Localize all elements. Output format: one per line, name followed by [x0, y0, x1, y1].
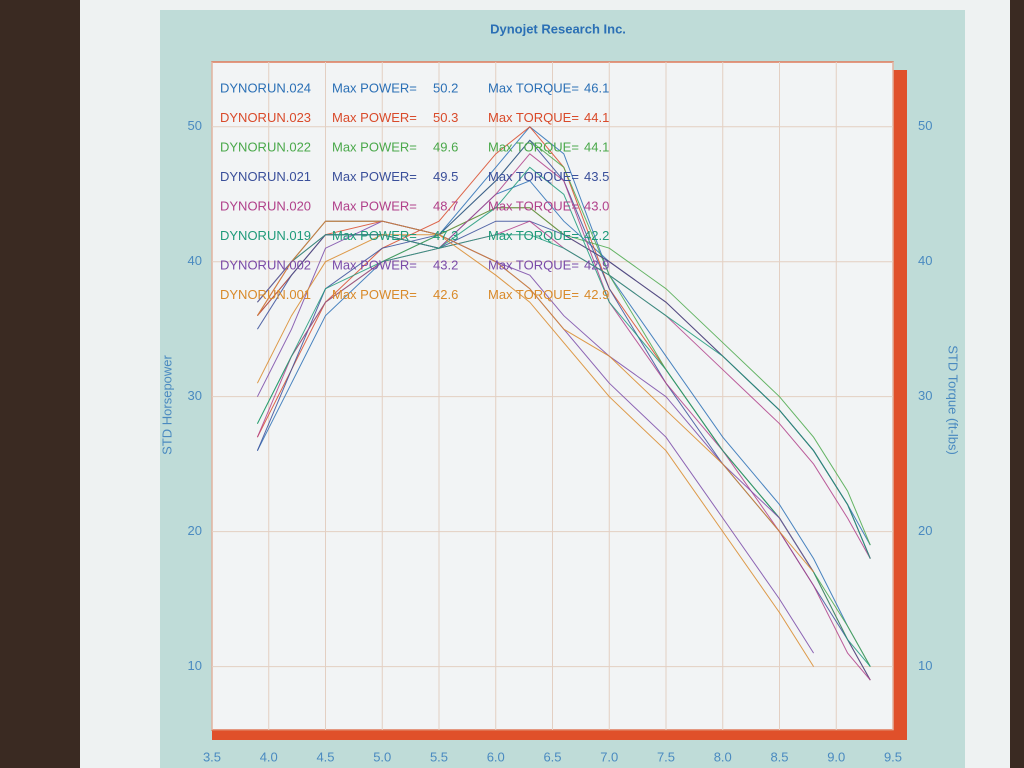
- legend-power-label: Max POWER=: [332, 198, 417, 213]
- legend-power-label: Max POWER=: [332, 80, 417, 95]
- y2-tick-label: 40: [918, 253, 932, 268]
- y2-tick-label: 10: [918, 658, 932, 673]
- power-line: [256, 126, 871, 667]
- legend-run-name: DYNORUN.002: [220, 257, 311, 272]
- legend-max-torque: 42.9: [584, 257, 609, 272]
- x-tick-label: 6.0: [487, 749, 505, 764]
- legend-max-torque: 46.1: [584, 80, 609, 95]
- y-tick-label: 10: [188, 658, 202, 673]
- legend-power-label: Max POWER=: [332, 139, 417, 154]
- legend-torque-label: Max TORQUE=: [488, 110, 579, 125]
- legend-power-label: Max POWER=: [332, 110, 417, 125]
- x-tick-label: 9.0: [827, 749, 845, 764]
- legend-torque-label: Max TORQUE=: [488, 80, 579, 95]
- power-line: [256, 234, 815, 667]
- y-tick-label: 40: [188, 253, 202, 268]
- legend-max-torque: 44.1: [584, 110, 609, 125]
- lines: [256, 126, 871, 681]
- torque-line: [256, 220, 814, 573]
- y-tick-label: 50: [188, 118, 202, 133]
- legend-power-label: Max POWER=: [332, 257, 417, 272]
- legend-max-power: 49.6: [433, 139, 458, 154]
- legend-max-torque: 42.9: [584, 287, 609, 302]
- legend-run-name: DYNORUN.021: [220, 169, 311, 184]
- legend-max-power: 48.7: [433, 198, 458, 213]
- y-tick-label: 20: [188, 523, 202, 538]
- legend-torque-label: Max TORQUE=: [488, 139, 579, 154]
- legend-max-power: 43.2: [433, 257, 458, 272]
- legend-max-power: 50.2: [433, 80, 458, 95]
- torque-line: [257, 234, 871, 559]
- legend-max-torque: 43.5: [584, 169, 609, 184]
- x-tick-label: 8.0: [714, 749, 732, 764]
- y2-axis-label: STD Torque (ft-lbs): [946, 345, 961, 455]
- x-tick-label: 7.5: [657, 749, 675, 764]
- plot-border-bottom: [212, 730, 907, 740]
- legend-run-name: DYNORUN.001: [220, 287, 311, 302]
- legend-run-name: DYNORUN.024: [220, 80, 311, 95]
- legend-torque-label: Max TORQUE=: [488, 169, 579, 184]
- legend-run-name: DYNORUN.022: [220, 139, 311, 154]
- legend-torque-label: Max TORQUE=: [488, 287, 579, 302]
- legend-run-name: DYNORUN.023: [220, 110, 311, 125]
- chart-title: Dynojet Research Inc.: [490, 21, 626, 36]
- legend-run-name: DYNORUN.020: [220, 198, 311, 213]
- legend-power-label: Max POWER=: [332, 228, 417, 243]
- labels: 3.5 4.0 4.5 5.0 5.5 6.0 6.5 7.0 7.5 8.0 8.5 9.0 9.5 1…: [188, 80, 933, 764]
- x-tick-label: 6.5: [543, 749, 561, 764]
- legend-max-power: 47.3: [433, 228, 458, 243]
- legend-max-torque: 43.0: [584, 198, 609, 213]
- x-tick-label: 9.5: [884, 749, 902, 764]
- x-tick-label: 4.0: [260, 749, 278, 764]
- legend-power-label: Max POWER=: [332, 169, 417, 184]
- power-line: [256, 153, 871, 681]
- legend-max-power: 42.6: [433, 287, 458, 302]
- legend-max-power: 50.3: [433, 110, 458, 125]
- legend-torque-label: Max TORQUE=: [488, 198, 579, 213]
- legend-run-name: DYNORUN.019: [220, 228, 311, 243]
- x-tick-label: 7.0: [600, 749, 618, 764]
- plot-border-right: [893, 70, 907, 740]
- y-axis-label: STD Horsepower: [159, 354, 174, 454]
- y2-tick-label: 50: [918, 118, 932, 133]
- x-tick-label: 4.5: [316, 749, 334, 764]
- legend-max-torque: 42.2: [584, 228, 609, 243]
- y2-tick-label: 20: [918, 523, 932, 538]
- y2-tick-label: 30: [918, 388, 932, 403]
- legend-torque-label: Max TORQUE=: [488, 257, 579, 272]
- legend-max-torque: 44.1: [584, 139, 609, 154]
- x-tick-label: 5.5: [430, 749, 448, 764]
- legend-torque-label: Max TORQUE=: [488, 228, 579, 243]
- x-tick-label: 5.0: [373, 749, 391, 764]
- x-tick-label: 8.5: [770, 749, 788, 764]
- y-tick-label: 30: [188, 388, 202, 403]
- x-tick-label: 3.5: [203, 749, 221, 764]
- legend-power-label: Max POWER=: [332, 287, 417, 302]
- legend-max-power: 49.5: [433, 169, 458, 184]
